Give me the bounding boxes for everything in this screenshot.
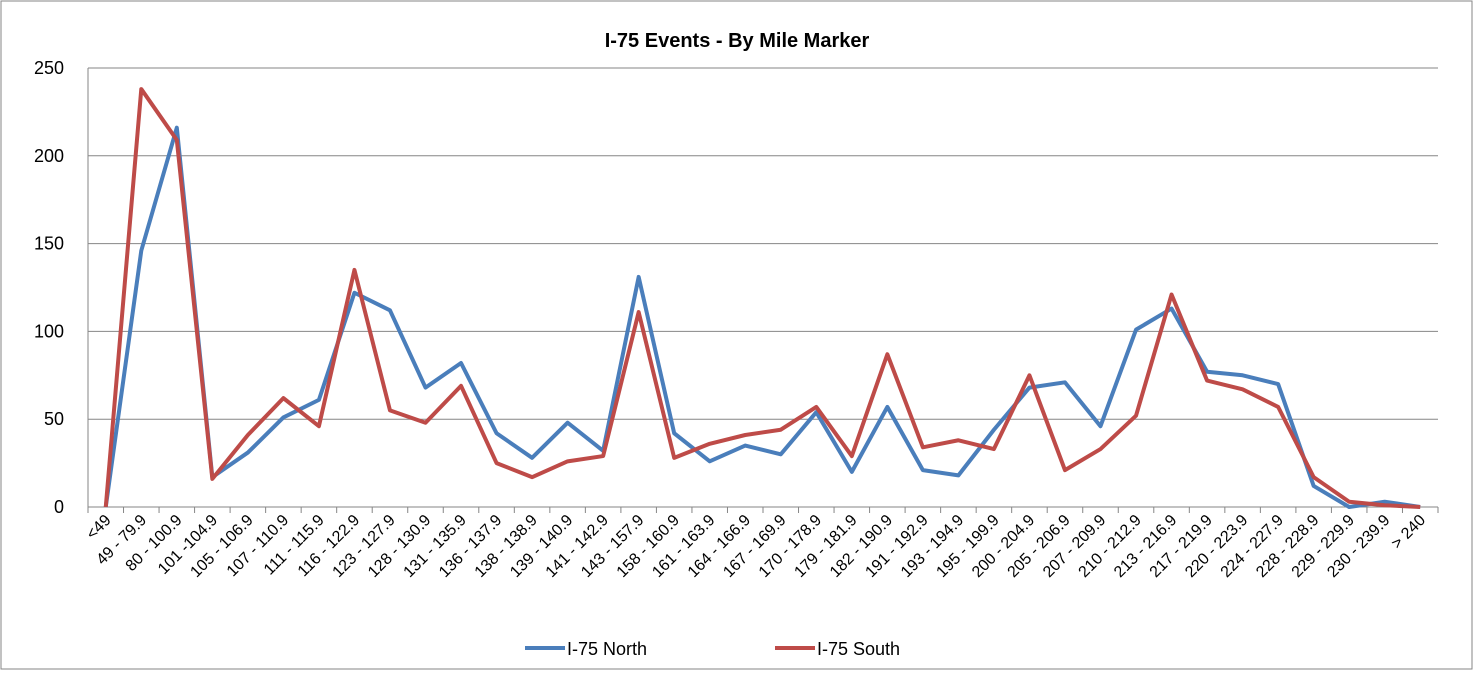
y-tick-label: 0: [54, 497, 64, 517]
y-tick-label: 150: [34, 234, 64, 254]
y-tick-label: 250: [34, 58, 64, 78]
line-series: [103, 87, 1421, 509]
y-tick-label: 100: [34, 321, 64, 341]
legend-label: I-75 South: [817, 639, 900, 659]
chart-title: I-75 Events - By Mile Marker: [605, 30, 870, 52]
y-tick-label: 200: [34, 146, 64, 166]
legend-label: I-75 North: [567, 639, 647, 659]
y-tick-label: 50: [44, 409, 64, 429]
